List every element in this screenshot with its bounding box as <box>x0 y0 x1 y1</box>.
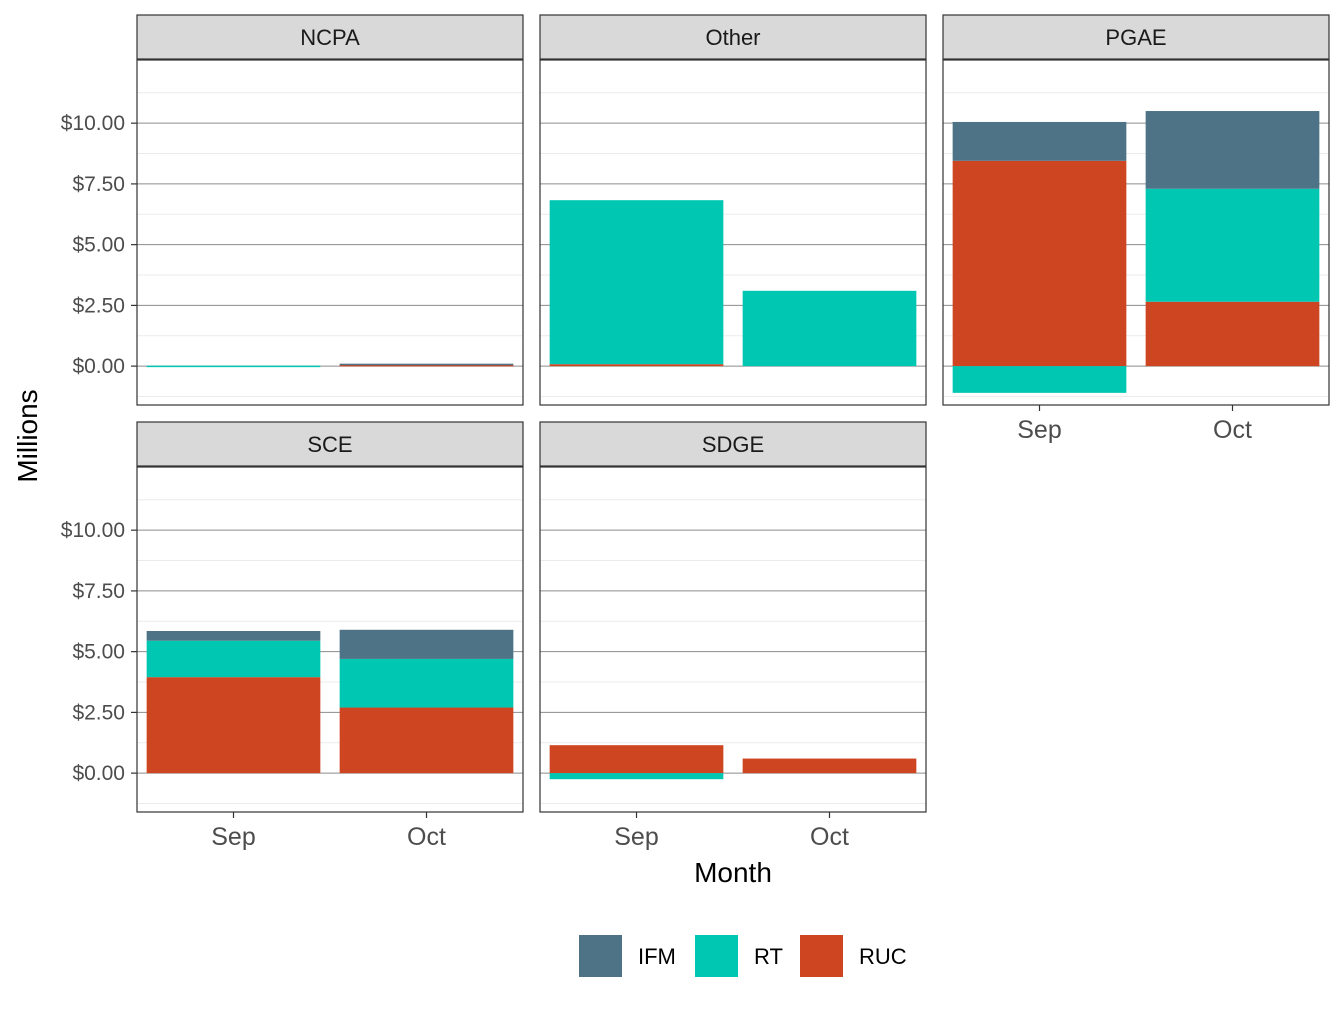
legend-label-ifm: IFM <box>638 944 676 969</box>
strip-label-ncpa: NCPA <box>300 25 360 50</box>
panel-border-pgae <box>942 59 1330 406</box>
strip-ncpa <box>136 14 524 60</box>
bar-other-sep-rt <box>549 200 724 365</box>
panel-other: Other <box>539 14 927 406</box>
strip-pgae <box>942 14 1330 60</box>
strip-other <box>539 14 927 60</box>
y-tick-label: $5.00 <box>72 234 125 257</box>
bar-other-oct-rt <box>742 290 917 367</box>
bar-ncpa-sep-rt <box>146 365 321 368</box>
y-axis-title: Millions <box>12 389 43 482</box>
legend-key-rt <box>695 935 738 977</box>
strip-label-sce: SCE <box>307 432 352 457</box>
bar-ncpa-oct-ifm <box>339 363 514 366</box>
bar-sce-sep-ifm <box>146 630 321 641</box>
panel-sdge: SDGE Sep Oct <box>539 421 927 851</box>
y-tick-label: $0.00 <box>72 762 125 785</box>
panel-background-ncpa <box>137 60 523 405</box>
bar-pgae-oct-rt <box>1145 188 1320 302</box>
legend-label-ruc: RUC <box>859 944 907 969</box>
panel-border-sdge <box>539 466 927 813</box>
bar-sce-oct-rt <box>339 658 514 708</box>
panel-border-ncpa <box>136 59 524 406</box>
x-tick-label: Sep <box>211 823 255 851</box>
x-tick-label: Sep <box>1017 416 1061 444</box>
panel-border-other <box>539 59 927 406</box>
bar-sdge-sep-rt <box>549 773 724 780</box>
x-tick-label: Sep <box>614 823 658 851</box>
bar-pgae-oct-ruc <box>1145 301 1320 367</box>
bar-pgae-sep-ifm <box>952 121 1127 161</box>
panel-sce: SCE $0.00 $2.50 $5.00 $7.50 $10.00 Sep Oct <box>61 421 524 851</box>
y-tick-label: $2.50 <box>72 294 125 317</box>
y-tick-label: $7.50 <box>72 173 125 196</box>
bar-sce-sep-ruc <box>146 677 321 774</box>
panel-pgae: PGAE Sep Oct <box>942 14 1330 444</box>
legend: IFM RT RUC <box>579 935 907 977</box>
y-tick-label: $5.00 <box>72 641 125 664</box>
bar-pgae-sep-rt <box>952 366 1127 393</box>
x-tick-label: Oct <box>407 823 446 851</box>
legend-label-rt: RT <box>754 944 783 969</box>
bar-pgae-sep-ruc <box>952 160 1127 367</box>
strip-label-pgae: PGAE <box>1105 25 1166 50</box>
bar-pgae-oct-ifm <box>1145 111 1320 189</box>
panel-ncpa: NCPA $0.00 $2.50 $5.00 $7.50 $10.00 <box>61 14 524 406</box>
legend-key-ruc <box>800 935 843 977</box>
strip-sce <box>136 421 524 467</box>
legend-key-ifm <box>579 935 622 977</box>
y-tick-label: $10.00 <box>61 112 125 135</box>
strip-label-sdge: SDGE <box>702 432 764 457</box>
x-tick-label: Oct <box>1213 416 1252 444</box>
bar-sdge-oct-ruc <box>742 758 917 774</box>
bar-sdge-sep-ruc <box>549 745 724 774</box>
bar-ncpa-oct-ruc <box>339 364 514 367</box>
panel-border-sce <box>136 466 524 813</box>
bar-sce-oct-ruc <box>339 707 514 774</box>
bar-other-sep-ruc <box>549 364 724 367</box>
strip-label-other: Other <box>705 25 760 50</box>
y-tick-label: $0.00 <box>72 355 125 378</box>
x-tick-label: Oct <box>810 823 849 851</box>
y-tick-label: $2.50 <box>72 701 125 724</box>
strip-sdge <box>539 421 927 467</box>
x-axis-title: Month <box>694 857 772 888</box>
bar-sce-sep-rt <box>146 640 321 678</box>
y-tick-label: $7.50 <box>72 580 125 603</box>
bar-sce-oct-ifm <box>339 629 514 659</box>
y-tick-label: $10.00 <box>61 519 125 542</box>
